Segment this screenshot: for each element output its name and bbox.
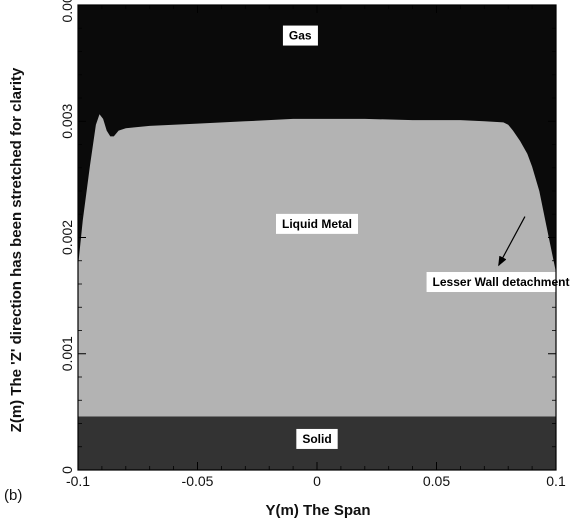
- gas-label: Gas: [289, 29, 312, 43]
- axes: -0.1 -0.05 0 0.05 0.1 0 0.001 0.002 0.003 0.004: [59, 0, 566, 489]
- x-tick-label: 0.05: [423, 473, 450, 489]
- x-tick-label: -0.1: [66, 473, 90, 489]
- liquid-metal-label: Liquid Metal: [282, 217, 352, 231]
- x-tick-label: -0.05: [182, 473, 214, 489]
- liquid-metal-label-box: [276, 213, 358, 234]
- y-tick-label: 0.004: [59, 0, 75, 23]
- solid-label-box: [296, 428, 338, 449]
- y-tick-label: 0.002: [59, 220, 75, 255]
- x-tick-label: 0.1: [546, 473, 566, 489]
- annotation-label: Lesser Wall detachment: [433, 275, 570, 289]
- panel-label: (b): [4, 487, 22, 504]
- solid-label: Solid: [302, 432, 331, 446]
- y-tick-label: 0: [59, 466, 75, 474]
- gas-label-box: [282, 25, 318, 46]
- plot-area: Gas Liquid Metal Solid Lesser Wall detachme…: [78, 5, 576, 470]
- annotation-arrow: [498, 216, 526, 267]
- x-tick-label: 0: [313, 473, 321, 489]
- y-axis-title: Z(m) The 'Z' direction has been stretche…: [8, 67, 25, 432]
- liquid-metal-region: [78, 114, 556, 417]
- annotation-label-box: [426, 272, 576, 293]
- y-tick-label: 0.001: [59, 336, 75, 371]
- x-axis-title: Y(m) The Span: [265, 502, 370, 519]
- y-tick-label: 0.003: [59, 104, 75, 139]
